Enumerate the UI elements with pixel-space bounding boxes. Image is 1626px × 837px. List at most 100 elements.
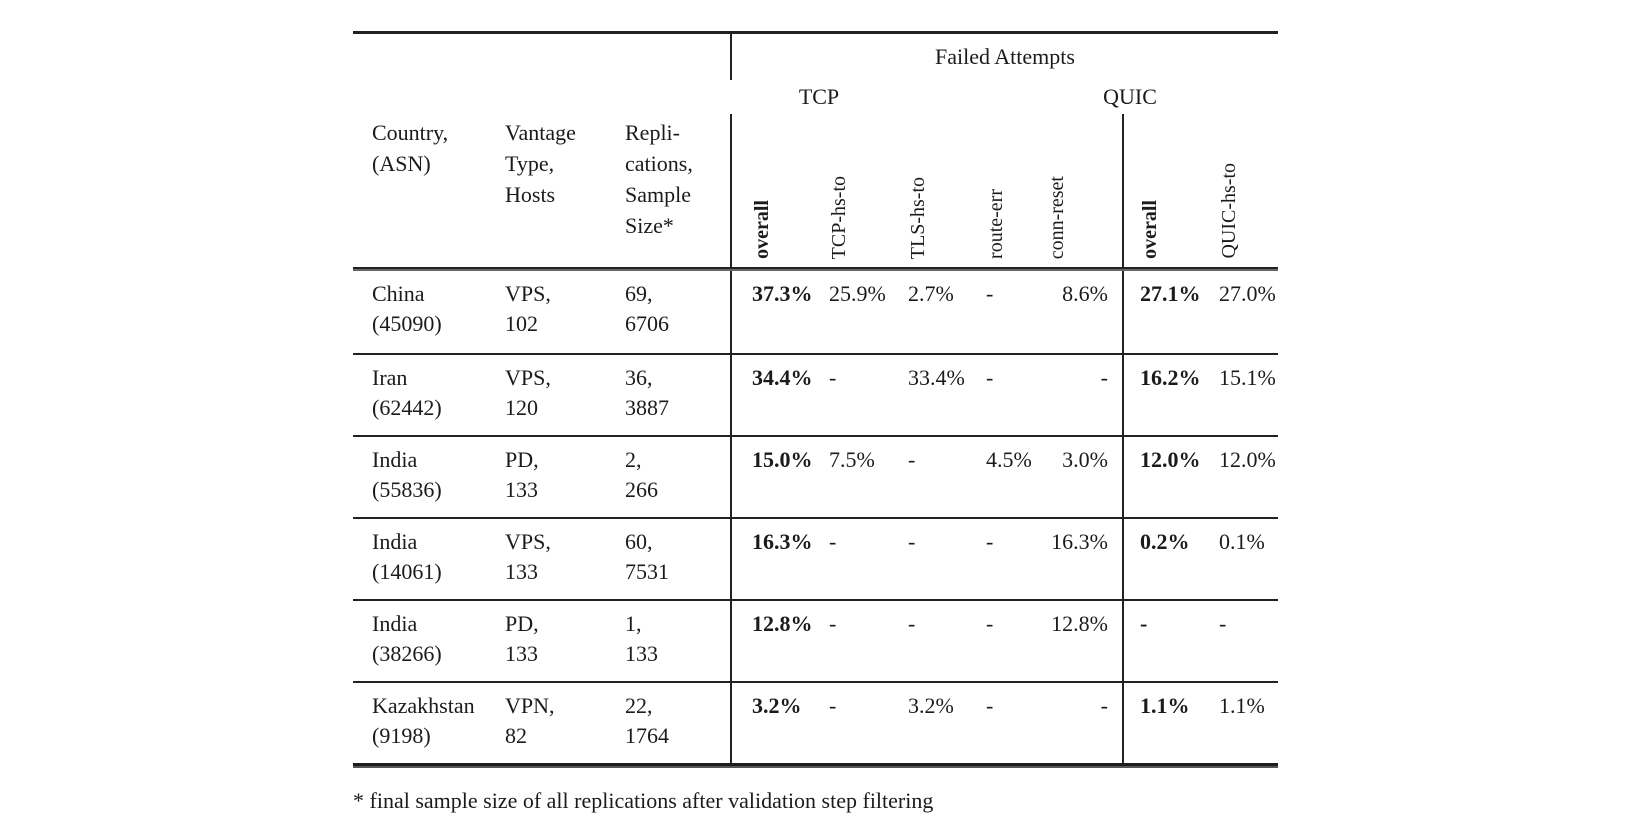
cell-quic-overall: 1.1% <box>1122 683 1219 763</box>
cell-tcp-overall: 37.3% <box>730 271 829 353</box>
cell-country: India (55836) <box>353 437 505 517</box>
cell-quic-overall: 16.2% <box>1122 355 1219 435</box>
cell-quic-hs-to: 15.1% <box>1219 365 1276 390</box>
cell-tcp-overall: 15.0% <box>730 437 829 517</box>
replications-count: 60, <box>625 529 653 554</box>
col-header-conn-reset: conn-reset <box>1041 114 1122 267</box>
table-row: Kazakhstan (9198) VPN, 82 22, 1764 3.2% … <box>353 681 1278 763</box>
cell-vantage: VPS, 133 <box>505 519 625 599</box>
rotated-label-conn-reset: conn-reset <box>1046 175 1068 259</box>
sample-size: 3887 <box>625 395 669 420</box>
cell-replications: 1, 133 <box>625 601 730 681</box>
country-name: India <box>372 529 418 554</box>
cell-tls-hs-to: 2.7% <box>908 281 954 306</box>
vantage-type: VPS, <box>505 529 551 554</box>
vantage-type: VPS, <box>505 365 551 390</box>
cell-tcp-overall: 3.2% <box>730 683 829 763</box>
header-bottom-rule <box>353 267 1278 271</box>
rotated-label-route-err: route-err <box>985 189 1007 259</box>
sample-size: 1764 <box>625 723 669 748</box>
rotated-label-tls-hs-to: TLS-hs-to <box>907 176 929 259</box>
cell-vantage: VPN, 82 <box>505 683 625 763</box>
hosts-count: 133 <box>505 641 538 666</box>
col-header-tcp-hs-to: TCP-hs-to <box>828 114 908 267</box>
cell-country: Iran (62442) <box>353 355 505 435</box>
hosts-count: 82 <box>505 723 527 748</box>
results-table: Failed Attempts TCP QUIC Country, (ASN) … <box>353 31 1278 815</box>
cell-replications: 69, 6706 <box>625 271 730 353</box>
col-header-country-line2: (ASN) <box>372 151 431 176</box>
cell-quic-overall: - <box>1122 601 1219 681</box>
cell-route-err: - <box>986 693 994 718</box>
cell-conn-reset: - <box>1100 693 1108 718</box>
cell-tls-hs-to: - <box>908 529 916 554</box>
sample-size: 133 <box>625 641 658 666</box>
col-header-replications-line4: Size* <box>625 213 674 238</box>
col-header-country-line1: Country, <box>372 120 449 145</box>
col-header-replications-line3: Sample <box>625 182 691 207</box>
cell-tcp-hs-to: 7.5% <box>829 447 875 472</box>
cell-tls-hs-to: 33.4% <box>908 365 965 390</box>
col-header-replications: Repli- cations, Sample Size* <box>625 114 730 267</box>
cell-conn-reset: 3.0% <box>1062 447 1108 472</box>
col-header-vantage-line3: Hosts <box>505 182 556 207</box>
cell-replications: 60, 7531 <box>625 519 730 599</box>
cell-vantage: PD, 133 <box>505 437 625 517</box>
col-header-country: Country, (ASN) <box>353 114 505 267</box>
hosts-count: 133 <box>505 477 538 502</box>
rotated-label-tcp-overall: overall <box>751 200 773 259</box>
cell-route-err: - <box>986 365 994 390</box>
cell-tcp-hs-to: - <box>829 529 837 554</box>
cell-country: China (45090) <box>353 271 505 353</box>
country-asn: (38266) <box>372 641 442 666</box>
cell-vantage: VPS, 120 <box>505 355 625 435</box>
cell-replications: 22, 1764 <box>625 683 730 763</box>
table-footnote: * final sample size of all replications … <box>353 788 934 813</box>
cell-quic-overall: 27.1% <box>1122 271 1219 353</box>
table-top-rule <box>353 31 1278 34</box>
vantage-type: VPS, <box>505 281 551 306</box>
group-header-quic: QUIC <box>1103 84 1157 109</box>
replications-count: 2, <box>625 447 642 472</box>
replications-count: 36, <box>625 365 653 390</box>
country-asn: (62442) <box>372 395 442 420</box>
col-header-replications-line2: cations, <box>625 151 693 176</box>
cell-quic-hs-to: 1.1% <box>1219 693 1265 718</box>
col-header-vantage: Vantage Type, Hosts <box>505 114 625 267</box>
hosts-count: 120 <box>505 395 538 420</box>
cell-tcp-overall: 34.4% <box>730 355 829 435</box>
table-row: India (38266) PD, 133 1, 133 12.8% - - -… <box>353 599 1278 681</box>
hosts-count: 102 <box>505 311 538 336</box>
country-asn: (55836) <box>372 477 442 502</box>
country-name: Kazakhstan <box>372 693 475 718</box>
cell-tcp-hs-to: - <box>829 693 837 718</box>
cell-vantage: VPS, 102 <box>505 271 625 353</box>
country-name: India <box>372 447 418 472</box>
cell-quic-overall: 12.0% <box>1122 437 1219 517</box>
sample-size: 266 <box>625 477 658 502</box>
cell-conn-reset: - <box>1100 365 1108 390</box>
cell-tcp-overall: 16.3% <box>730 519 829 599</box>
col-header-vantage-line2: Type, <box>505 151 555 176</box>
sample-size: 6706 <box>625 311 669 336</box>
cell-quic-hs-to: 27.0% <box>1219 281 1276 306</box>
cell-tcp-hs-to: 25.9% <box>829 281 886 306</box>
sample-size: 7531 <box>625 559 669 584</box>
col-header-vantage-line1: Vantage <box>505 120 576 145</box>
span-header-failed-attempts: Failed Attempts <box>730 34 1278 80</box>
col-header-quic-hs-to: QUIC-hs-to <box>1218 114 1278 267</box>
cell-route-err: - <box>986 281 994 306</box>
cell-tcp-overall: 12.8% <box>730 601 829 681</box>
cell-tcp-hs-to: - <box>829 611 837 636</box>
replications-count: 69, <box>625 281 653 306</box>
cell-tls-hs-to: - <box>908 611 916 636</box>
country-name: China <box>372 281 425 306</box>
cell-route-err: 4.5% <box>986 447 1032 472</box>
table-header: Failed Attempts TCP QUIC Country, (ASN) … <box>353 34 1278 267</box>
cell-tcp-hs-to: - <box>829 365 837 390</box>
cell-vantage: PD, 133 <box>505 601 625 681</box>
cell-conn-reset: 8.6% <box>1062 281 1108 306</box>
cell-country: India (14061) <box>353 519 505 599</box>
cell-quic-hs-to: 0.1% <box>1219 529 1265 554</box>
